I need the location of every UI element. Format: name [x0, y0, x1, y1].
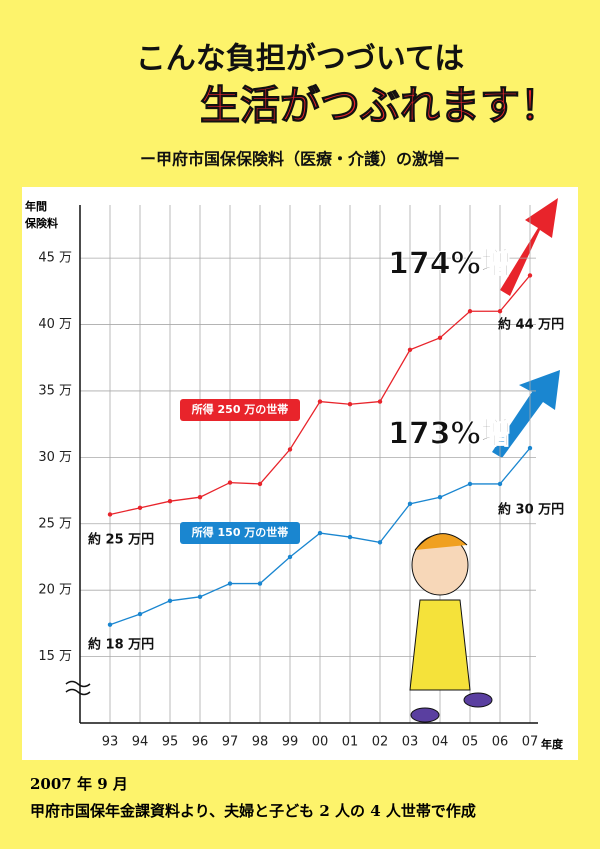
x-tick-label: 06 — [492, 735, 509, 750]
data-point — [407, 347, 413, 352]
annotation: 約 44 万円 — [498, 317, 564, 333]
data-point — [137, 505, 143, 511]
x-tick-label: 98 — [252, 735, 269, 750]
y-tick-label: 45 万 — [38, 251, 72, 266]
chart-panel — [22, 187, 578, 760]
data-point — [227, 480, 233, 485]
figure — [409, 533, 493, 723]
x-tick-label: 05 — [462, 735, 479, 750]
data-point — [467, 481, 473, 487]
data-point — [287, 447, 293, 452]
annotation: 174%増 — [388, 247, 511, 282]
legend-box — [180, 399, 300, 421]
headline: 生活がつぶれます！ — [200, 83, 560, 129]
x-tick-label: 94 — [132, 735, 149, 750]
y-tick-label: 20 万 — [38, 583, 72, 598]
y-tick-label: 25 万 — [38, 516, 72, 531]
y-tick-label: 40 万 — [38, 317, 72, 332]
data-point — [437, 495, 443, 500]
data-point — [317, 530, 323, 536]
data-point — [317, 399, 323, 404]
red-arrow — [500, 198, 558, 296]
data-point — [497, 481, 503, 487]
data-point — [347, 534, 353, 540]
data-point — [167, 598, 173, 604]
footer-date: 2007 年 9 月 — [30, 775, 128, 793]
y-tick-label: 30 万 — [38, 450, 72, 465]
x-tick-label: 96 — [192, 735, 209, 750]
x-tick-label: 95 — [162, 735, 179, 750]
x-axis-title: 年度 — [541, 737, 564, 751]
data-point — [167, 498, 173, 504]
figure-apron — [409, 599, 471, 691]
blue-arrow — [492, 370, 560, 458]
data-point — [257, 481, 263, 487]
data-point — [527, 445, 533, 451]
figure-hair — [414, 533, 468, 551]
y-axis-title: 年間 — [25, 199, 47, 213]
axis-break — [65, 680, 91, 696]
data-point — [137, 611, 143, 617]
figure-shoe — [463, 692, 493, 708]
data-point — [527, 273, 533, 278]
data-point — [347, 402, 353, 407]
y-tick-label: 35 万 — [38, 383, 72, 398]
x-tick-label: 04 — [432, 735, 449, 750]
x-tick-label: 07 — [522, 735, 539, 750]
annotation: 約 30 万円 — [498, 502, 564, 518]
data-point — [377, 399, 383, 404]
legend-label: 所得 150 万の世帯 — [192, 525, 289, 539]
data-point — [377, 540, 383, 545]
title: こんな負担がつづいては — [136, 42, 465, 77]
data-point — [437, 335, 443, 341]
x-tick-label: 01 — [342, 735, 359, 750]
annotation: 173%増 — [388, 417, 511, 452]
subtitle: ー甲府市国保保険料（医療・介護）の激増ー — [140, 150, 460, 169]
data-point — [107, 622, 113, 627]
footer-note: 甲府市国保年金課資料より、夫婦と子ども 2 人の 4 人世帯で作成 — [30, 802, 476, 820]
data-point — [107, 512, 113, 517]
figure-shoe — [410, 707, 440, 723]
data-point — [407, 501, 413, 507]
x-tick-label: 97 — [222, 735, 239, 750]
y-tick-label: 15 万 — [38, 649, 72, 664]
annotation: 約 25 万円 — [88, 532, 154, 548]
data-point — [497, 309, 503, 314]
legend-box — [180, 522, 300, 544]
data-point — [467, 309, 473, 314]
x-tick-label: 00 — [312, 735, 329, 750]
x-tick-label: 03 — [402, 735, 419, 750]
annotation: 約 18 万円 — [88, 637, 154, 653]
x-tick-label: 93 — [102, 735, 119, 750]
data-point — [197, 495, 203, 500]
legend-label: 所得 250 万の世帯 — [192, 402, 289, 416]
x-tick-label: 02 — [372, 735, 389, 750]
data-point — [227, 581, 233, 586]
x-tick-label: 99 — [282, 735, 299, 750]
data-point — [287, 554, 293, 560]
data-point — [257, 581, 263, 586]
y-axis-title: 保険料 — [24, 216, 58, 230]
data-point — [197, 594, 203, 600]
